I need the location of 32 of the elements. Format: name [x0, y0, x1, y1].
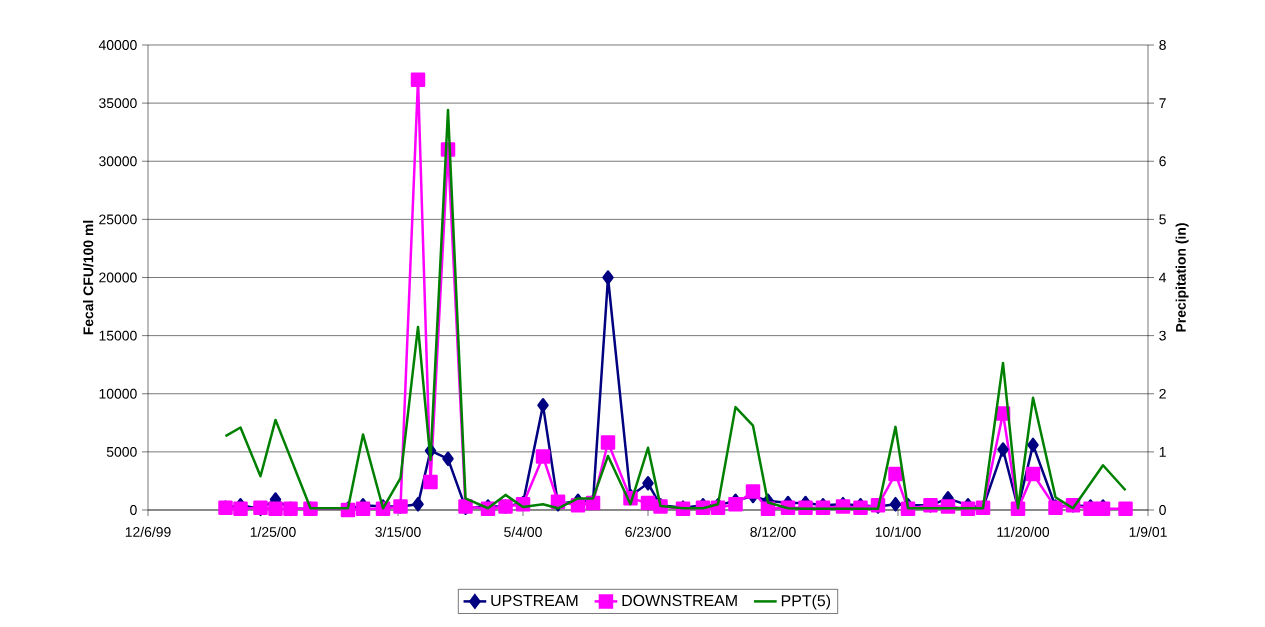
x-tick-label: 6/23/00 [625, 526, 671, 537]
x-tick-label: 11/20/00 [997, 526, 1050, 537]
legend-label: PPT(5) [781, 594, 831, 610]
y-tick-label: 0 [130, 505, 137, 515]
y-tick-label: 30000 [99, 156, 137, 167]
legend-label: DOWNSTREAM [622, 594, 737, 607]
y-tick-label: 40000 [98, 40, 137, 50]
y2-tick-label: 5 [1159, 214, 1166, 225]
y2-tick-label: 1 [1159, 447, 1166, 457]
x-tick-label: 12/6/99 [125, 526, 171, 537]
x-tick-label: 5/4/00 [504, 526, 542, 537]
y-tick-label: 20000 [99, 272, 137, 283]
y2-tick-label: 0 [1159, 505, 1166, 515]
y2-tick-label: 7 [1159, 98, 1166, 108]
y2-tick-label: 3 [1159, 330, 1166, 341]
y-tick-label: 35000 [99, 98, 137, 109]
y2-tick-label: 6 [1159, 156, 1166, 167]
y2-axis-title: Precipitation (in) [1175, 223, 1189, 332]
y2-tick-label: 2 [1159, 388, 1166, 399]
y-axis-title: Fecal CFU/100 ml [83, 220, 94, 335]
y-tick-label: 10000 [99, 388, 137, 399]
y-tick-label: 5000 [106, 446, 137, 457]
y-tick-label: 15000 [99, 330, 137, 341]
x-tick-label: 1/9/01 [1129, 526, 1167, 537]
x-tick-label: 3/15/00 [375, 526, 421, 537]
y2-tick-label: 8 [1159, 40, 1166, 50]
x-tick-label: 8/12/00 [750, 526, 796, 537]
x-tick-label: 1/25/00 [250, 526, 296, 537]
x-tick-label: 10/1/00 [875, 526, 921, 537]
y-tick-label: 25000 [99, 214, 137, 225]
y2-tick-label: 4 [1159, 272, 1167, 283]
legend-label: UPSTREAM [491, 594, 578, 607]
